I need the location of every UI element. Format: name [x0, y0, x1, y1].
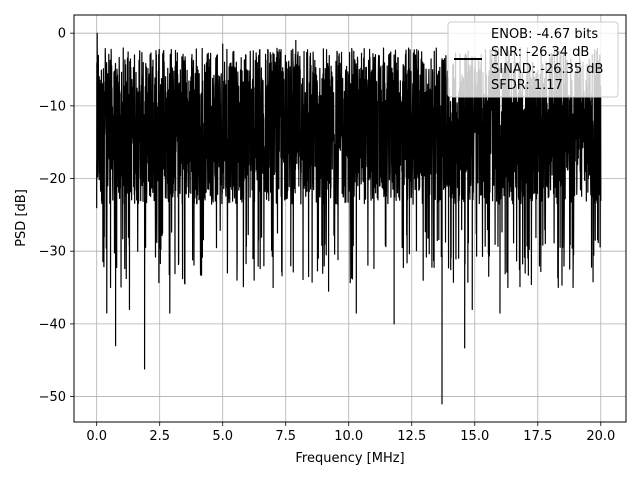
legend-entry-enob: ENOB: -4.67 bits: [491, 27, 598, 42]
legend-entry-sinad: SINAD: -26.35 dB: [491, 62, 603, 77]
x-tick-label: 15.0: [460, 429, 489, 444]
y-tick-label: −40: [39, 317, 66, 332]
y-tick-label: −20: [39, 172, 66, 187]
series-psd: [96, 32, 602, 405]
legend-box: [447, 21, 619, 98]
axis-ticks: 0.0 2.5 5.0 7.5 10.0 12.5 15.0 17.5 20.0 0 −10 −20 −…: [39, 27, 616, 444]
legend: ENOB: -4.67 bits SNR: -26.34 dB SINAD: -…: [447, 21, 619, 98]
x-tick-label: 0.0: [86, 429, 107, 444]
y-axis-label: PSD [dB]: [14, 189, 29, 247]
x-tick-label: 20.0: [586, 429, 615, 444]
x-tick-label: 2.5: [149, 429, 170, 444]
x-tick-label: 5.0: [212, 429, 233, 444]
plot-frame: [73, 14, 627, 423]
x-tick-label: 7.5: [275, 429, 296, 444]
y-tick-label: −50: [39, 390, 66, 405]
psd-series-line: [96, 32, 602, 405]
x-tick-label: 10.0: [334, 429, 363, 444]
y-tick-label: −30: [39, 245, 66, 260]
x-axis-label: Frequency [MHz]: [295, 451, 404, 466]
legend-entry-snr: SNR: -26.34 dB: [491, 45, 589, 60]
y-tick-label: −10: [39, 99, 66, 114]
x-tick-label: 17.5: [523, 429, 552, 444]
x-tick-label: 12.5: [397, 429, 426, 444]
legend-entry-sfdr: SFDR: 1.17: [491, 78, 563, 93]
y-tick-label: 0: [58, 27, 66, 42]
